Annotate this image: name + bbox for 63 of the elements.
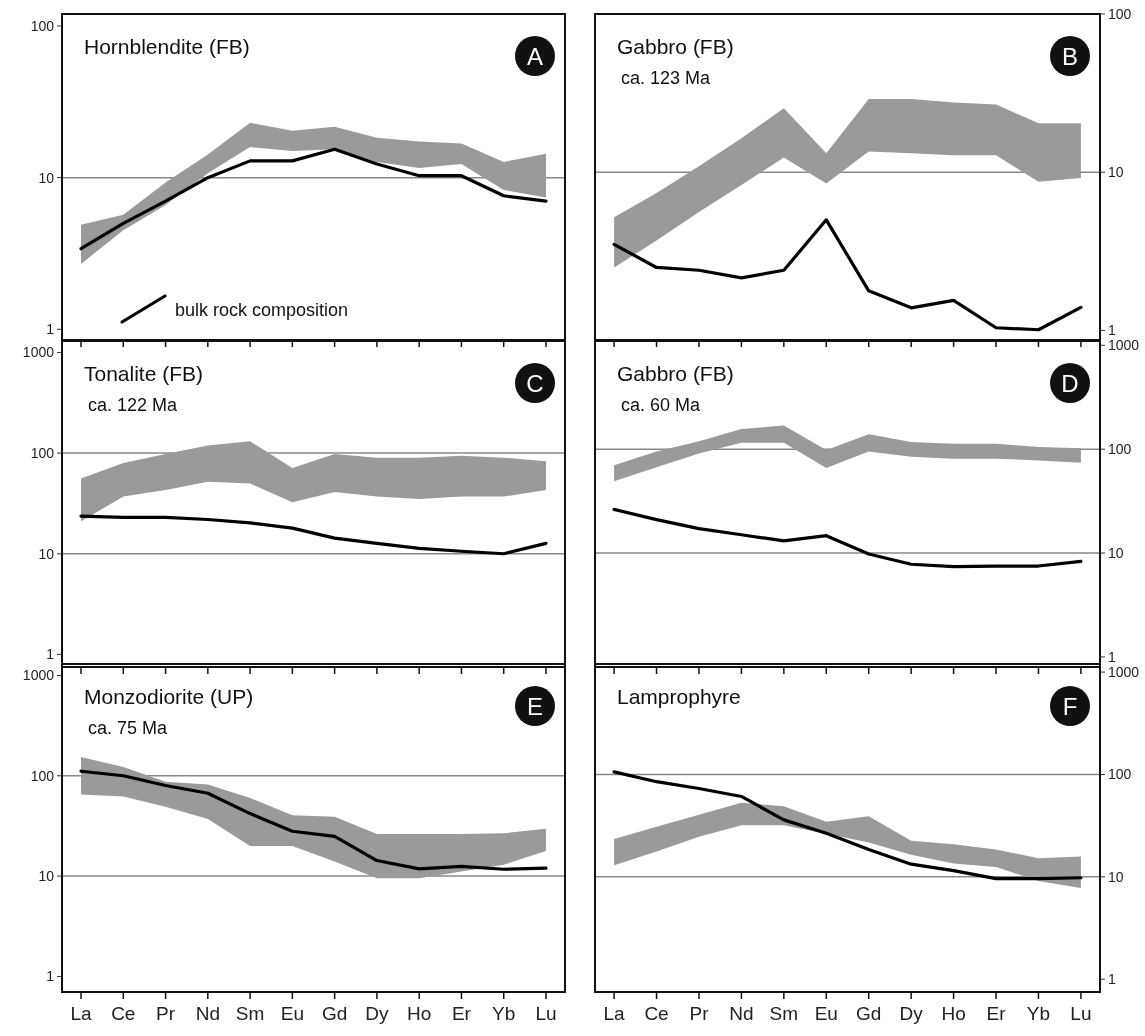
y-tick-label: 10 [38, 545, 55, 562]
annotation: B [1061, 42, 1079, 70]
x-tick-label: Yb [1026, 1003, 1051, 1024]
text: Lamprophyre [617, 685, 741, 708]
x-tick-label: Eu [814, 1003, 838, 1024]
x-tick-label: Yb [492, 1003, 516, 1024]
x-tick-label: Lu [535, 1003, 557, 1024]
y-tick-label: 100 [30, 17, 55, 34]
y-tick-label: 1000 [22, 344, 55, 361]
y-tick-label: 1 [46, 646, 55, 663]
x-tick-label: Gd [321, 1003, 348, 1024]
y-tick-label: 10 [1108, 544, 1124, 561]
annotation: E [526, 692, 544, 720]
text: Gabbro (FB) [617, 362, 734, 385]
x-tick-label: Dy [899, 1003, 924, 1024]
x-tick-label: Ce [111, 1003, 136, 1024]
text: Gabbro (FB) [617, 35, 734, 58]
x-tick-label: Sm [769, 1003, 799, 1024]
x-tick-label: Ce [644, 1003, 669, 1024]
x-tick-label: La [603, 1003, 626, 1024]
y-tick-label: 10 [1108, 868, 1124, 885]
text: ca. 60 Ma [621, 395, 702, 415]
x-tick-label: Eu [280, 1003, 304, 1024]
x-tick-label: Ho [407, 1003, 432, 1024]
annotation: C [526, 369, 544, 397]
x-tick-label: Er [986, 1003, 1007, 1024]
y-tick-label: 1 [1108, 648, 1116, 665]
x-tick-label: Dy [365, 1003, 390, 1024]
y-tick-label: 100 [30, 445, 55, 462]
text: ca. 123 Ma [621, 68, 712, 88]
y-tick-label: 1 [1108, 971, 1116, 988]
legend-label: bulk rock composition [175, 300, 349, 321]
x-tick-label: Pr [156, 1003, 176, 1024]
y-tick-label: 1 [1108, 322, 1116, 339]
x-tick-label: Lu [1070, 1003, 1092, 1024]
y-tick-label: 1000 [1108, 337, 1140, 354]
text: ca. 75 Ma [88, 718, 169, 738]
y-tick-label: 100 [1108, 766, 1132, 783]
annotation: D [1061, 369, 1079, 397]
text: Hornblendite (FB) [84, 35, 250, 58]
x-tick-label: Ho [941, 1003, 966, 1024]
x-tick-label: Nd [729, 1003, 754, 1024]
x-tick-label: Pr [689, 1003, 710, 1024]
y-tick-label: 1000 [1108, 664, 1140, 681]
y-tick-label: 1 [46, 968, 55, 985]
text: ca. 122 Ma [88, 395, 179, 415]
text: Monzodiorite (UP) [84, 685, 254, 708]
annotation: A [526, 42, 544, 70]
y-tick-label: 1000 [22, 667, 55, 684]
x-tick-label: Nd [195, 1003, 220, 1024]
x-tick-label: Sm [235, 1003, 265, 1024]
text: Tonalite (FB) [84, 362, 204, 385]
y-tick-label: 1 [46, 321, 55, 338]
y-tick-label: 100 [30, 767, 55, 784]
y-tick-label: 100 [1108, 5, 1132, 22]
x-tick-label: La [70, 1003, 93, 1024]
x-tick-label: Er [451, 1003, 472, 1024]
y-tick-label: 10 [38, 169, 55, 186]
y-tick-label: 10 [38, 868, 55, 885]
annotation: F [1062, 692, 1078, 720]
y-tick-label: 100 [1108, 441, 1132, 458]
x-tick-label: Gd [856, 1003, 882, 1024]
y-tick-label: 10 [1108, 164, 1124, 181]
